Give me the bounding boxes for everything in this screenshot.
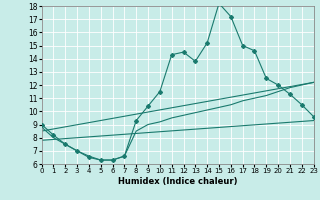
X-axis label: Humidex (Indice chaleur): Humidex (Indice chaleur) [118, 177, 237, 186]
